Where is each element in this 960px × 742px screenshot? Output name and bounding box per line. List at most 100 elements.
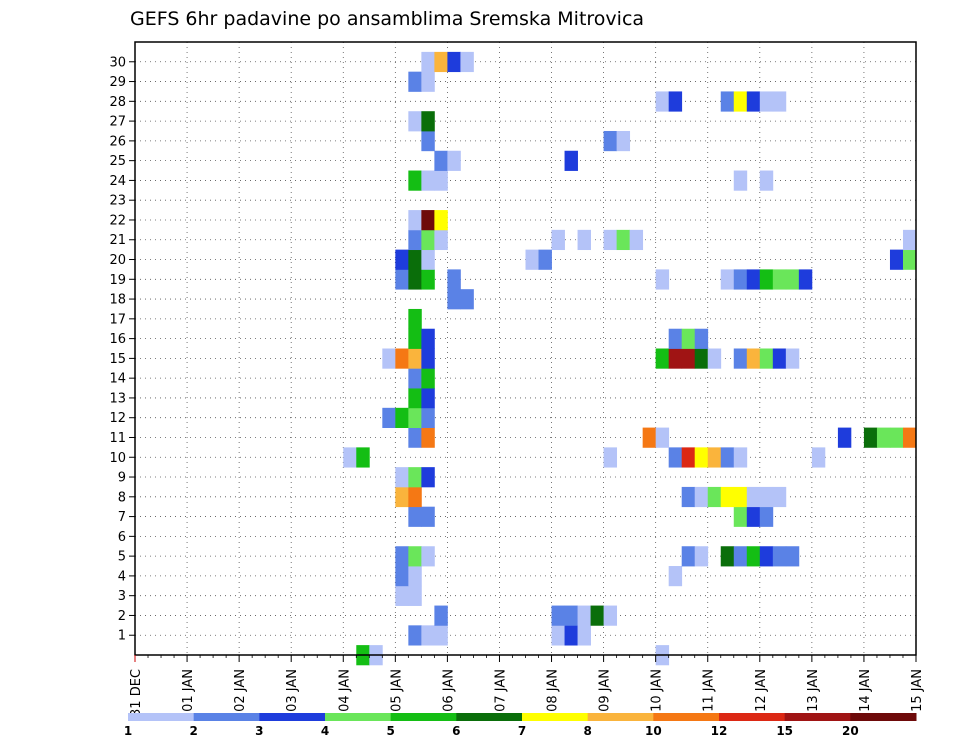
precip-cell	[408, 486, 422, 508]
precip-cell	[668, 348, 683, 369]
precip-cell	[759, 546, 774, 567]
y-tick-label: 1	[118, 629, 126, 644]
precip-cell	[408, 585, 422, 606]
precip-cell	[902, 229, 917, 251]
precip-cell	[421, 71, 435, 92]
precip-cell	[395, 486, 409, 508]
precip-cell	[447, 51, 461, 73]
colorbar-label: 20	[842, 724, 859, 738]
y-tick-label: 22	[109, 213, 126, 228]
precip-cell	[681, 348, 696, 369]
y-tick-label: 24	[109, 174, 126, 189]
precip-cell	[382, 407, 396, 428]
precip-cell	[746, 486, 761, 508]
precip-cell	[876, 427, 891, 448]
precip-cell	[564, 150, 578, 171]
x-tick-label: 11 JAN	[702, 669, 717, 712]
precip-cell	[798, 269, 813, 290]
precip-cell	[408, 427, 422, 448]
precip-cell	[421, 111, 435, 132]
precip-cell	[421, 51, 435, 73]
precip-cell	[408, 388, 422, 409]
precip-cell	[681, 546, 696, 567]
colorbar-swatch	[193, 713, 260, 721]
y-tick-label: 15	[109, 352, 126, 367]
precip-cell	[681, 328, 696, 349]
precip-cell	[408, 506, 422, 527]
y-tick-label: 29	[109, 75, 126, 90]
colorbar-label: 2	[189, 724, 197, 738]
y-tick-label: 16	[109, 332, 126, 347]
precip-cell	[603, 229, 618, 251]
precip-cell	[395, 566, 409, 587]
colorbar-label: 7	[518, 724, 526, 738]
y-tick-label: 7	[118, 510, 126, 525]
precip-cell	[421, 625, 435, 646]
precip-cell	[434, 605, 448, 626]
precip-cell	[538, 249, 552, 270]
x-tick-label: 14 JAN	[858, 669, 873, 712]
precip-cell	[759, 506, 774, 527]
precip-cell	[733, 486, 748, 508]
precip-cell	[551, 229, 565, 251]
precip-cell	[564, 625, 578, 646]
y-tick-label: 20	[109, 253, 126, 268]
precip-cell	[785, 269, 800, 290]
precip-cell	[421, 546, 435, 567]
precip-cell	[642, 427, 657, 448]
y-tick-label: 12	[109, 411, 126, 426]
precip-cell	[447, 150, 461, 171]
precip-cell	[434, 150, 448, 171]
colorbar-swatch	[850, 713, 917, 721]
precip-cell	[421, 388, 435, 409]
precip-cell	[356, 447, 370, 468]
precip-cell	[408, 546, 422, 567]
precip-cell	[902, 427, 917, 448]
precip-cell	[837, 427, 852, 448]
precip-cell	[811, 447, 826, 468]
precip-cell	[434, 170, 448, 191]
precip-cell	[694, 486, 709, 508]
precip-cell	[577, 605, 591, 626]
precip-cell	[395, 546, 409, 567]
x-tick-label: 31 DEC	[129, 669, 144, 717]
y-tick-label: 19	[109, 273, 126, 288]
x-tick-label: 05 JAN	[389, 669, 404, 712]
precip-cell	[668, 566, 683, 587]
y-tick-label: 11	[109, 431, 126, 446]
x-tick-label: 01 JAN	[181, 669, 196, 712]
precip-cell	[408, 368, 422, 389]
precipitation-cells	[343, 51, 917, 666]
colorbar-label: 12	[711, 724, 728, 738]
colorbar-label: 5	[386, 724, 394, 738]
precip-cell	[720, 546, 735, 567]
precip-cell	[343, 447, 357, 468]
precip-cell	[408, 407, 422, 428]
precip-cell	[772, 269, 787, 290]
precip-cell	[421, 130, 435, 152]
precip-cell	[759, 348, 774, 369]
precip-cell	[408, 348, 422, 369]
x-tick-label: 03 JAN	[285, 669, 300, 712]
precip-cell	[382, 348, 396, 369]
precip-cell	[421, 229, 435, 251]
precip-cell	[421, 328, 435, 349]
precip-cell	[525, 249, 539, 270]
precip-cell	[460, 51, 474, 73]
precip-cell	[551, 605, 565, 626]
precip-cell	[902, 249, 917, 270]
precip-cell	[733, 170, 748, 191]
precip-cell	[694, 328, 709, 349]
precip-cell	[408, 111, 422, 132]
precip-cell	[551, 625, 565, 646]
precip-cell	[408, 210, 422, 231]
precip-cell	[603, 130, 618, 152]
precip-cell	[668, 328, 683, 349]
precip-cell	[447, 269, 461, 290]
precip-cell	[746, 91, 761, 112]
precip-cell	[408, 71, 422, 92]
precip-cell	[772, 91, 787, 112]
precip-cell	[395, 269, 409, 290]
precip-cell	[395, 407, 409, 428]
precip-cell	[759, 269, 774, 290]
